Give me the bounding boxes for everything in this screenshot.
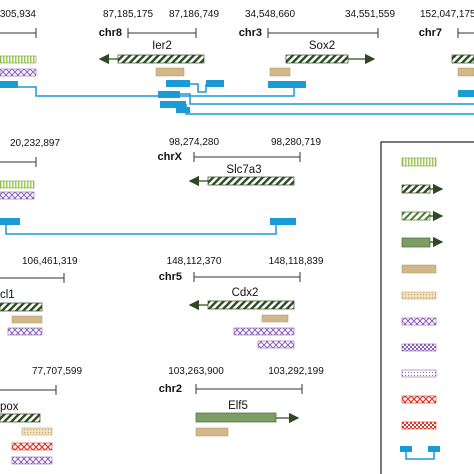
coord-start-label: 98,274,280 [169,137,219,148]
coord-end-label: 20,232,897 [10,138,60,149]
coord-end-label: 34,551,559 [345,9,395,20]
legend-swatch-tan-dotted [401,291,437,300]
legend-swatch-exon [400,446,412,452]
panel-elf5: 103,263,900 103,292,199 chr2 Elf5 [159,366,324,437]
purple-track-bar [257,340,295,349]
legend [380,141,474,474]
exon-block [0,81,18,88]
tan-track-bar [269,67,291,77]
gene-label: Cdx2 [232,287,259,299]
tan-dotted-track-bar [21,427,53,436]
tan-track-bar [11,315,43,324]
purple-track-bar [0,191,35,200]
coord-end-label: 87,186,749 [169,9,219,20]
exon-block [166,80,190,87]
gene-model-bar [0,413,41,423]
gene-model-bar [0,302,43,312]
coord-start-label: 34,548,660 [245,9,295,20]
coord-start-label: 148,112,370 [167,256,222,267]
coord-end-label: 45,305,934 [0,9,36,20]
red-track-bar [11,442,53,451]
junction-line [190,83,207,93]
gene-label: cl1 [0,289,15,301]
panel-left-top: 45,305,934 [0,9,160,97]
panel-slc7a3: 98,274,280 98,280,719 chrX Slc7a3 [158,137,321,225]
gene-model-bar [207,176,295,186]
chromosome-label: chr5 [159,271,182,283]
exon-block [284,81,306,88]
exon-block [270,218,296,225]
exon-block [458,90,474,97]
gene-label: Slc7a3 [226,164,261,176]
chromosome-label: chr8 [99,27,122,39]
legend-swatch-dark-green-hatch-arrow [401,211,431,221]
gene-label: Sox2 [309,40,335,52]
gene-model-bar [195,412,277,423]
coord-end-label: 103,292,199 [268,366,324,377]
panel-chr7: 152,047,175 chr7 [419,9,474,97]
chromosome-label: chr7 [419,27,442,39]
legend-swatch-dark-green-arrow [401,184,431,194]
gene-model-bar [117,54,205,64]
legend-frame [380,141,474,474]
purple-track-bar [11,456,53,465]
exon-block [268,81,288,88]
legend-swatch-purple-dense [401,343,437,352]
gene-label: Elf5 [228,400,248,412]
legend-swatch-exon [428,446,440,452]
legend-swatch-junction [405,452,435,460]
panel-left-mid: 20,232,897 [0,138,277,235]
green-track-bar [0,55,37,64]
coord-end-label: 77,707,599 [32,366,82,377]
panel-left-low: 106,461,319 cl1 [0,256,78,336]
tan-track-bar [155,67,185,77]
coord-end-label: 106,461,319 [22,256,78,267]
panel-sox2: 34,548,660 34,551,559 chr3 Sox2 [160,9,395,97]
gene-model-bar [207,300,295,310]
junction-line [5,225,277,235]
panel-cdx2: 148,112,370 148,118,839 chr5 Cdx2 [159,256,324,349]
legend-swatch-green-hatch [401,157,437,167]
exon-block [0,218,20,225]
chromosome-label: chrX [158,151,183,163]
panel-left-bottom: 77,707,599 pox [0,366,82,465]
green-track-bar [0,180,35,189]
junction-line [180,93,474,105]
gene-model-bar [285,54,349,64]
purple-track-bar [7,327,43,336]
gene-label: Ier2 [152,40,172,52]
coord-end-label: 98,280,719 [271,137,321,148]
gene-label: pox [0,401,19,413]
coord-start-label: 87,185,175 [103,9,153,20]
junction-line [160,88,295,97]
exon-block [158,91,180,98]
tan-track-bar [195,427,229,437]
junction-line [185,104,474,115]
exon-block [206,80,224,87]
coord-start-label: 152,047,175 [420,9,474,20]
legend-swatch-purple-check [401,317,437,326]
junction-line [18,86,160,97]
tan-track-bar [261,314,289,323]
legend-swatch-dark-green-solid [401,237,431,248]
chromosome-label: chr3 [239,27,262,39]
gene-model-bar [451,54,474,64]
purple-track-bar [233,327,295,336]
coord-start-label: 103,263,900 [168,366,224,377]
exon-block [160,101,186,108]
tan-track-bar [457,67,474,77]
legend-swatch-tan-solid [401,264,437,274]
chromosome-label: chr2 [159,383,182,395]
purple-track-bar [0,68,37,77]
exon-block [176,107,190,113]
panel-ier2: 87,185,175 87,186,749 chr8 Ier2 [98,9,474,115]
coord-end-label: 148,118,839 [269,256,324,267]
legend-swatch-purple-fine [401,369,437,378]
legend-swatch-red-check [401,395,437,404]
legend-swatch-red-dense [401,421,437,430]
